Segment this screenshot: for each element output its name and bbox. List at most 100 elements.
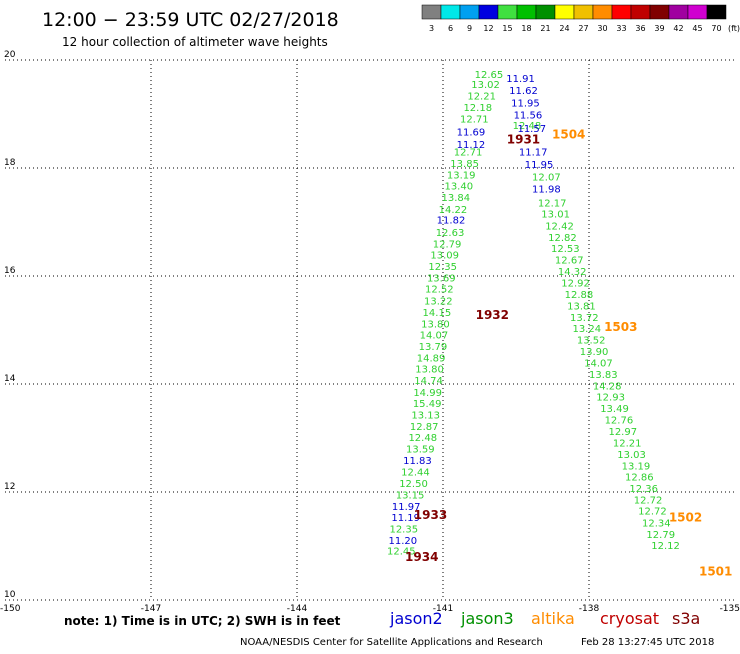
jason3-value-label: 12.21 [613, 439, 642, 450]
jason2-value-label: 11.97 [392, 502, 421, 513]
colorbar-label: 33 [616, 24, 626, 33]
y-tick-label: 16 [4, 266, 16, 276]
jason3-value-label: 13.24 [572, 324, 601, 335]
colorbar-swatch [554, 4, 575, 20]
pass-label-s3a: 1932 [476, 308, 509, 322]
jason3-value-label: 12.65 [475, 70, 504, 81]
colorbar-swatch [687, 4, 708, 20]
jason3-value-label: 14.22 [439, 205, 468, 216]
jason3-value-label: 12.52 [425, 285, 454, 296]
x-tick-label: -138 [579, 604, 600, 614]
jason3-value-label: 13.72 [570, 313, 599, 324]
jason3-value-label: 12.67 [555, 256, 584, 267]
colorbar-label: 6 [448, 24, 453, 33]
x-tick-label: -147 [141, 604, 161, 614]
data-marks: 12.6513.0212.2112.1812.7112.7113.8513.19… [387, 70, 680, 558]
colorbar-label: 24 [559, 24, 569, 33]
colorbar-swatch [630, 4, 651, 20]
jason3-value-label: 15.49 [413, 399, 442, 410]
jason3-value-label: 13.85 [450, 159, 479, 170]
colorbar-label: 30 [597, 24, 607, 33]
jason3-value-label: 12.87 [410, 422, 439, 433]
x-tick-label: -144 [287, 604, 308, 614]
jason2-value-label: 11.17 [519, 148, 548, 159]
colorbar-swatch [440, 4, 461, 20]
pass-label-altika: 1501 [699, 565, 732, 579]
pass-label-altika: 1502 [669, 511, 702, 525]
pass-label-s3a: 1931 [507, 133, 540, 147]
jason3-value-label: 14.15 [423, 308, 452, 319]
legend-cryosat: cryosat [600, 609, 659, 628]
jason3-value-label: 14.07 [420, 331, 449, 342]
jason2-value-label: 11.98 [532, 184, 561, 195]
jason3-value-label: 12.88 [565, 290, 594, 301]
colorbar: 3 6 9 12 15 18 21 24 27 30 33 36 39 42 45 70 (ft) [421, 4, 740, 33]
jason2-value-label: 11.19 [391, 513, 420, 524]
jason3-value-label: 12.21 [467, 91, 496, 102]
jason3-value-label: 13.83 [589, 370, 618, 381]
plot-grid [5, 59, 735, 601]
colorbar-swatch [573, 4, 594, 20]
jason3-value-label: 12.63 [436, 228, 465, 239]
colorbar-swatch [421, 4, 442, 20]
jason3-value-label: 12.86 [625, 473, 654, 484]
jason3-value-label: 14.28 [593, 381, 622, 392]
x-tick-label: -150 [0, 604, 21, 614]
axis-ticks: -150 -147 -144 -141 -138 -135 10 12 14 16 18 20 [0, 50, 740, 614]
jason3-value-label: 12.18 [463, 103, 492, 114]
pass-label-altika: 1504 [552, 127, 585, 141]
jason3-value-label: 12.71 [460, 115, 489, 126]
y-tick-label: 12 [4, 482, 15, 492]
jason3-value-label: 12.97 [608, 427, 637, 438]
colorbar-label: 18 [521, 24, 531, 33]
jason3-value-label: 12.93 [596, 393, 625, 404]
colorbar-label: 36 [635, 24, 645, 33]
jason3-value-label: 14.74 [414, 376, 443, 387]
colorbar-swatch [649, 4, 670, 20]
jason3-value-label: 14.99 [413, 388, 442, 399]
jason2-value-label: 11.56 [514, 110, 543, 121]
jason3-value-label: 13.69 [427, 273, 456, 284]
jason3-value-label: 13.22 [424, 297, 453, 308]
jason3-value-label: 12.44 [401, 467, 430, 478]
colorbar-label: 15 [502, 24, 512, 33]
colorbar-swatch [706, 4, 727, 20]
colorbar-swatch [459, 4, 480, 20]
x-tick-label: -141 [433, 604, 453, 614]
legend-altika: altika [531, 609, 575, 628]
jason3-value-label: 12.50 [399, 479, 428, 490]
y-tick-label: 10 [4, 590, 16, 600]
jason3-value-label: 13.19 [622, 461, 651, 472]
jason3-value-label: 13.79 [419, 342, 448, 353]
pass-label-s3a: 1933 [414, 508, 447, 522]
jason3-value-label: 13.81 [567, 301, 596, 312]
jason3-value-label: 12.79 [433, 239, 462, 250]
pass-label-s3a: 1934 [405, 550, 438, 564]
jason3-value-label: 12.48 [408, 433, 437, 444]
jason3-value-label: 13.02 [471, 80, 500, 91]
jason2-value-label: 11.83 [403, 456, 432, 467]
colorbar-label: 45 [692, 24, 702, 33]
jason2-value-label: 11.12 [457, 140, 486, 151]
jason3-value-label: 12.35 [428, 262, 457, 273]
jason2-value-label: 11.62 [509, 86, 538, 97]
colorbar-label: 42 [673, 24, 683, 33]
jason3-value-label: 14.32 [558, 267, 587, 278]
jason3-value-label: 14.07 [584, 359, 613, 370]
jason2-value-label: 11.95 [525, 160, 554, 171]
jason2-value-label: 11.82 [437, 216, 466, 227]
footer-credit: NOAA/NESDIS Center for Satellite Applica… [240, 637, 543, 648]
colorbar-swatch [592, 4, 613, 20]
y-tick-label: 18 [4, 158, 16, 168]
jason3-value-label: 12.12 [651, 541, 680, 552]
jason3-value-label: 12.72 [638, 507, 667, 518]
colorbar-swatch [668, 4, 689, 20]
legend-s3a: s3a [672, 609, 700, 628]
chart-subtitle: 12 hour collection of altimeter wave hei… [62, 35, 328, 49]
colorbar-label: 39 [654, 24, 664, 33]
jason3-value-label: 13.40 [444, 182, 473, 193]
jason2-value-label: 11.69 [457, 128, 486, 139]
x-tick-label: -135 [720, 604, 740, 614]
jason3-value-label: 12.35 [389, 525, 418, 536]
